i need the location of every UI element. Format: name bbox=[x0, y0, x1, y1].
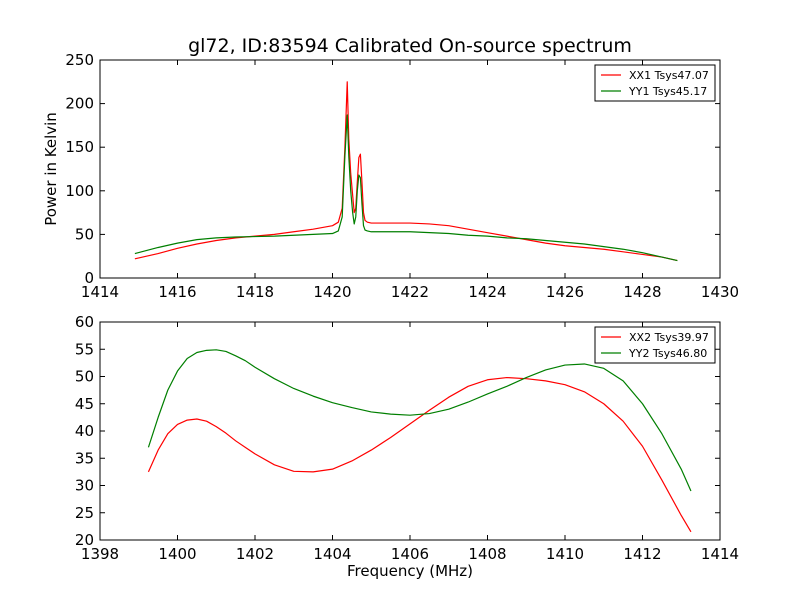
top-y-tick-label: 150 bbox=[65, 138, 94, 156]
top-series-line-2 bbox=[134, 114, 678, 262]
top-series-line-1 bbox=[134, 81, 678, 262]
bottom-x-tick-label: 1408 bbox=[468, 545, 506, 563]
bottom-x-tick-label: 1410 bbox=[546, 545, 584, 563]
bottom-y-tick-label: 55 bbox=[75, 340, 94, 358]
top-x-tick-label: 1424 bbox=[468, 283, 506, 301]
bottom-y-tick-label: 35 bbox=[75, 449, 94, 467]
top-y-tick-label: 0 bbox=[84, 269, 94, 287]
bottom-y-tick-label: 60 bbox=[75, 313, 94, 331]
top-x-tick-label: 1430 bbox=[701, 283, 739, 301]
bottom-x-axis-label: Frequency (MHz) bbox=[347, 562, 473, 580]
bottom-x-tick-label: 1402 bbox=[236, 545, 274, 563]
bottom-y-tick-label: 25 bbox=[75, 504, 94, 522]
bottom-x-tick-label: 1398 bbox=[81, 545, 119, 563]
bottom-x-tick-label: 1412 bbox=[623, 545, 661, 563]
top-x-tick-label: 1418 bbox=[236, 283, 274, 301]
top-legend-label-1: XX1 Tsys47.07 bbox=[629, 69, 709, 82]
top-x-tick-label: 1428 bbox=[623, 283, 661, 301]
top-legend-label-2: YY1 Tsys45.17 bbox=[628, 85, 707, 98]
bottom-x-tick-label: 1400 bbox=[158, 545, 196, 563]
bottom-y-tick-label: 45 bbox=[75, 395, 94, 413]
top-x-tick-label: 1422 bbox=[391, 283, 429, 301]
top-x-tick-label: 1420 bbox=[313, 283, 351, 301]
bottom-y-tick-label: 20 bbox=[75, 531, 94, 549]
top-y-axis-label: Power in Kelvin bbox=[42, 112, 60, 226]
top-spectrum-panel: 1414 1416 1418 1420 1422 1424 1426 1428 1430 0 50 1… bbox=[42, 51, 739, 301]
top-y-tick-label: 100 bbox=[65, 182, 94, 200]
top-legend-box bbox=[594, 64, 716, 102]
top-x-tick-label: 1426 bbox=[546, 283, 584, 301]
bottom-legend-label-2: YY2 Tsys46.80 bbox=[628, 347, 707, 360]
top-y-tick-label: 200 bbox=[65, 95, 94, 113]
bottom-x-tick-label: 1406 bbox=[391, 545, 429, 563]
top-x-tick-label: 1416 bbox=[158, 283, 196, 301]
top-x-tick-label: 1414 bbox=[81, 283, 119, 301]
bottom-y-tick-label: 30 bbox=[75, 477, 94, 495]
bottom-y-tick-label: 50 bbox=[75, 368, 94, 386]
figure-title: gl72, ID:83594 Calibrated On-source spec… bbox=[188, 35, 632, 57]
top-y-tick-label: 50 bbox=[75, 225, 94, 243]
bottom-series-line-2 bbox=[147, 349, 692, 492]
bottom-x-tick-label: 1414 bbox=[701, 545, 739, 563]
bottom-series-line-1 bbox=[147, 376, 692, 533]
bottom-y-tick-label: 40 bbox=[75, 422, 94, 440]
bottom-x-tick-label: 1404 bbox=[313, 545, 351, 563]
bottom-spectrum-panel: 1398 1400 1402 1404 1406 1408 1410 1412 1414 20 25… bbox=[75, 313, 739, 580]
bottom-legend-box bbox=[594, 326, 716, 364]
bottom-legend-label-1: XX2 Tsys39.97 bbox=[629, 331, 709, 344]
top-y-tick-label: 250 bbox=[65, 51, 94, 69]
